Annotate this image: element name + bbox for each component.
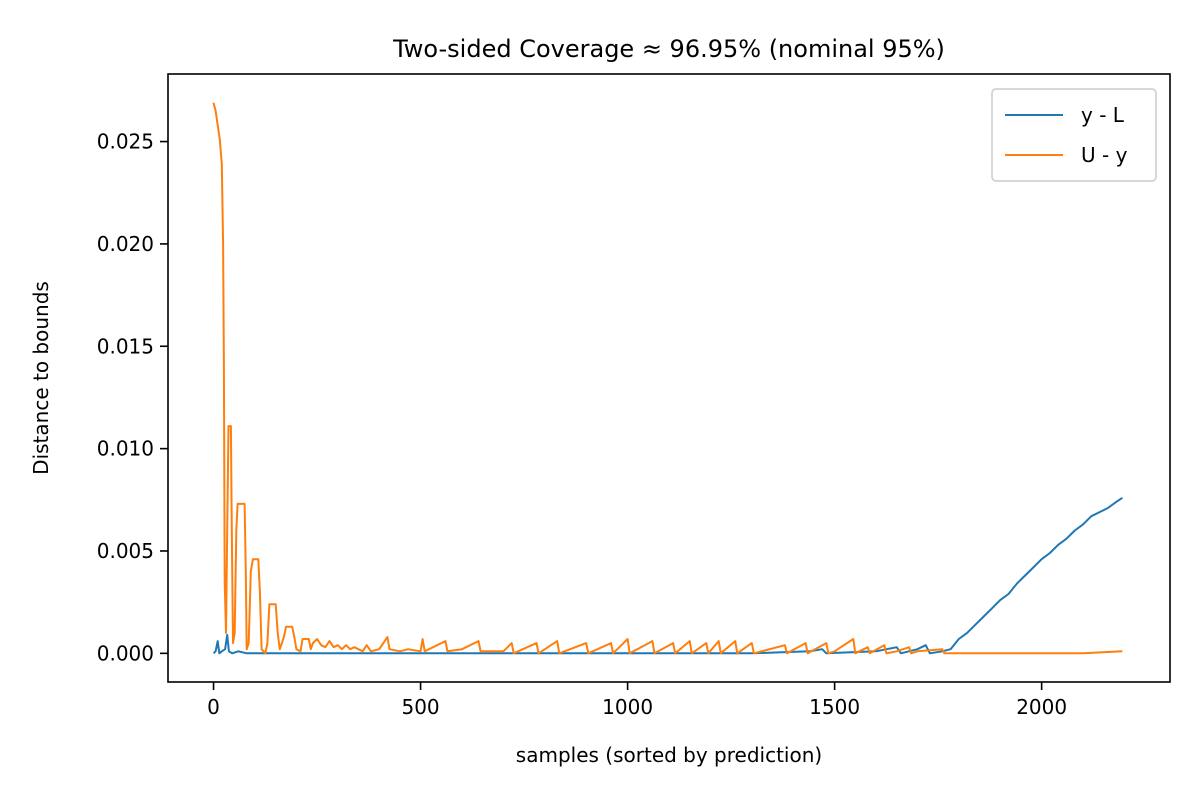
plot-frame (167, 73, 1171, 683)
y-tick-label: 0.010 (97, 437, 154, 461)
series-line-y-minus-l (212, 496, 1123, 655)
chart-title: Two-sided Coverage ≈ 96.95% (nominal 95%… (392, 35, 945, 63)
x-tick-label: 1500 (809, 695, 860, 719)
x-tick-label: 0 (207, 695, 220, 719)
legend-label-u-minus-y: U - y (1081, 143, 1128, 167)
y-tick-label: 0.025 (97, 130, 154, 154)
y-tick-label: 0.015 (97, 334, 154, 358)
y-tick-label: 0.020 (97, 232, 154, 256)
x-tick-label: 1000 (602, 695, 653, 719)
y-tick-label: 0.005 (97, 539, 154, 563)
y-axis-ticks: 0.000 0.005 0.010 0.015 0.020 0.025 (97, 130, 168, 665)
series-line-u-minus-y (212, 102, 1123, 655)
legend-box (991, 88, 1157, 182)
legend-label-y-minus-l: y - L (1081, 103, 1125, 127)
x-tick-label: 500 (401, 695, 439, 719)
series-layer (212, 102, 1123, 655)
x-axis-label: samples (sorted by prediction) (516, 743, 822, 767)
x-tick-label: 2000 (1016, 695, 1067, 719)
legend: y - L U - y (991, 88, 1157, 182)
y-tick-label: 0.000 (97, 641, 154, 665)
y-axis-label: Distance to bounds (29, 281, 53, 475)
x-axis-ticks: 0 500 1000 1500 2000 (207, 682, 1067, 719)
